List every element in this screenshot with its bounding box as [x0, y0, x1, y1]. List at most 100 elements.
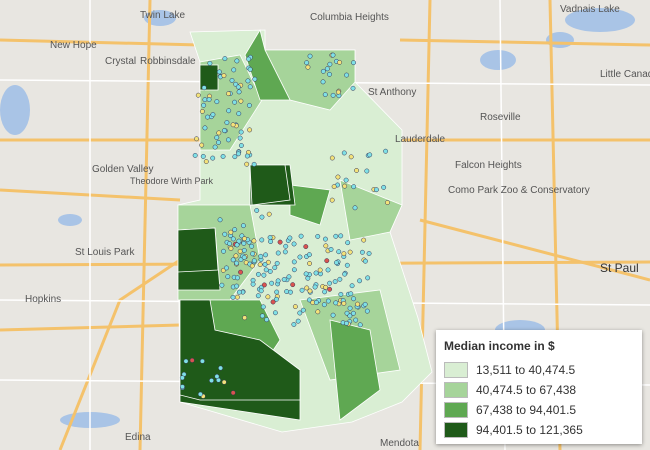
point — [227, 241, 232, 247]
point — [224, 120, 230, 125]
point — [241, 240, 247, 246]
legend-item: 40,474.5 to 67,438 — [444, 381, 642, 398]
point — [335, 174, 341, 180]
point — [242, 236, 247, 242]
point — [291, 259, 297, 265]
point — [364, 168, 370, 174]
point — [282, 249, 288, 255]
point — [385, 200, 390, 206]
point — [242, 315, 248, 321]
point — [230, 390, 236, 396]
point — [329, 155, 335, 161]
point — [330, 52, 336, 58]
point — [342, 271, 348, 277]
point — [359, 249, 365, 255]
place-labels: Twin Lake Columbia Heights New Hope Crys… — [25, 4, 650, 449]
point — [210, 155, 216, 161]
point — [220, 154, 226, 159]
point — [245, 78, 251, 84]
point — [197, 391, 203, 397]
point — [179, 375, 185, 381]
point — [362, 301, 368, 307]
point — [287, 235, 293, 241]
point — [337, 276, 343, 282]
place-label: Edina — [125, 432, 151, 443]
point — [238, 143, 244, 148]
legend-item: 13,511 to 40,474.5 — [444, 361, 642, 378]
place-label: Little Canada — [600, 69, 650, 80]
point — [219, 282, 225, 288]
point — [347, 249, 353, 255]
point — [234, 242, 240, 248]
point — [348, 291, 354, 297]
point — [341, 251, 347, 257]
point — [341, 301, 347, 306]
point — [258, 253, 264, 259]
point — [238, 269, 243, 275]
point — [241, 254, 247, 260]
legend-label: 94,401.5 to 121,365 — [476, 422, 583, 437]
point — [237, 135, 243, 141]
point — [312, 284, 318, 290]
point — [322, 289, 328, 295]
point — [365, 275, 371, 281]
point — [366, 251, 372, 256]
point — [322, 236, 328, 242]
point — [234, 283, 240, 289]
point — [269, 280, 275, 286]
point — [298, 233, 304, 239]
place-label: St Louis Park — [75, 247, 135, 258]
place-label: Crystal — [105, 56, 136, 67]
point — [244, 161, 250, 167]
place-label: Theodore Wirth Park — [130, 176, 214, 186]
point — [226, 91, 231, 97]
point — [330, 312, 336, 318]
point — [217, 217, 223, 223]
point — [202, 125, 208, 131]
point — [305, 64, 311, 70]
point — [344, 72, 350, 78]
point — [351, 60, 356, 66]
point — [315, 309, 321, 315]
point — [274, 260, 280, 266]
point — [230, 122, 236, 128]
point — [225, 274, 231, 280]
point — [199, 142, 205, 148]
point — [259, 237, 265, 243]
point — [286, 274, 292, 280]
point — [306, 252, 312, 258]
point — [247, 84, 253, 90]
point — [218, 365, 224, 371]
point — [207, 60, 213, 66]
point — [255, 293, 261, 299]
legend-label: 40,474.5 to 67,438 — [476, 382, 577, 397]
point — [266, 211, 272, 217]
point — [205, 114, 210, 120]
legend-label: 13,511 to 40,474.5 — [476, 362, 576, 377]
point — [270, 299, 276, 305]
place-label: New Hope — [50, 40, 97, 51]
point — [228, 246, 234, 251]
point — [201, 102, 207, 108]
point — [201, 85, 207, 91]
point — [325, 267, 331, 273]
point — [231, 67, 237, 73]
point — [236, 89, 242, 95]
point — [272, 310, 278, 316]
point — [373, 187, 379, 193]
point — [338, 291, 344, 297]
point — [246, 56, 252, 62]
point — [345, 240, 351, 246]
point — [251, 161, 257, 167]
point — [323, 243, 329, 249]
point — [328, 246, 334, 252]
point — [327, 61, 333, 67]
point — [224, 265, 229, 271]
point — [351, 184, 357, 190]
point — [225, 137, 231, 143]
point — [267, 269, 273, 274]
point — [203, 159, 209, 165]
point — [291, 241, 297, 247]
point — [353, 317, 359, 323]
place-label: Falcon Heights — [455, 160, 522, 171]
